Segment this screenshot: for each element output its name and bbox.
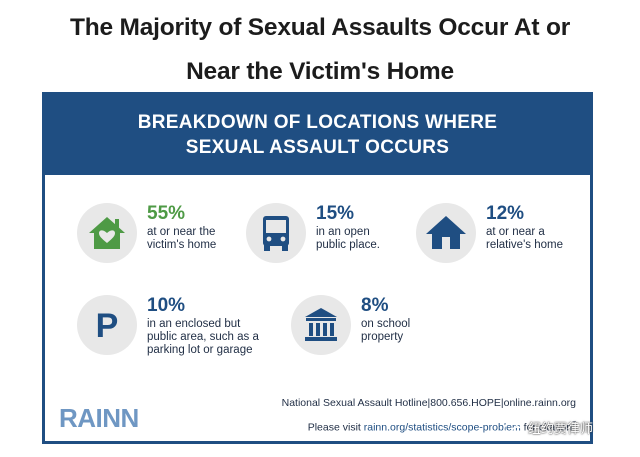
citation-link[interactable]: rainn.org/statistics/scope-problem (363, 421, 521, 434)
rainn-logo: RAINN (59, 403, 139, 433)
stat-value: 15% (316, 203, 355, 224)
parking-icon: P (77, 295, 137, 355)
stat-value: 10% (147, 295, 186, 316)
hotline-text: National Sexual Assault Hotline|800.656.… (281, 397, 576, 409)
stat-description: at or near a relative's home (486, 226, 563, 251)
svg-text:P: P (96, 307, 119, 345)
citation-text: Please visit rainn.org/statistics/scope-… (307, 421, 576, 434)
bus-icon (246, 203, 306, 263)
infographic-card: BREAKDOWN OF LOCATIONS WHERE SEXUAL ASSA… (42, 92, 593, 444)
stat-value: 8% (361, 295, 389, 316)
stat-value: 55% (147, 203, 186, 224)
headline-line-1: The Majority of Sexual Assaults Occur At… (69, 14, 571, 41)
stat-description: on school property (361, 318, 411, 343)
watermark: 纽约贾律师 (503, 416, 631, 442)
stat-description: at or near the victim's home (147, 226, 217, 251)
wechat-icon (503, 421, 525, 438)
banner-line-2: SEXUAL ASSAULT OCCURS (185, 137, 450, 158)
banner-line-1: BREAKDOWN OF LOCATIONS WHERE (137, 112, 498, 133)
headline-line-2: Near the Victim's Home (186, 58, 454, 85)
school-building-icon (291, 295, 351, 355)
banner: BREAKDOWN OF LOCATIONS WHERE SEXUAL ASSA… (45, 95, 590, 175)
house-heart-icon (77, 203, 137, 263)
stat-description: in an open public place. (316, 226, 380, 251)
stat-value: 12% (486, 203, 525, 224)
watermark-text: 纽约贾律师 (528, 421, 594, 436)
headline: The Majority of Sexual Assaults Occur At… (0, 6, 640, 94)
house-icon (416, 203, 476, 263)
stat-description: in an enclosed but public area, such as … (147, 318, 259, 356)
